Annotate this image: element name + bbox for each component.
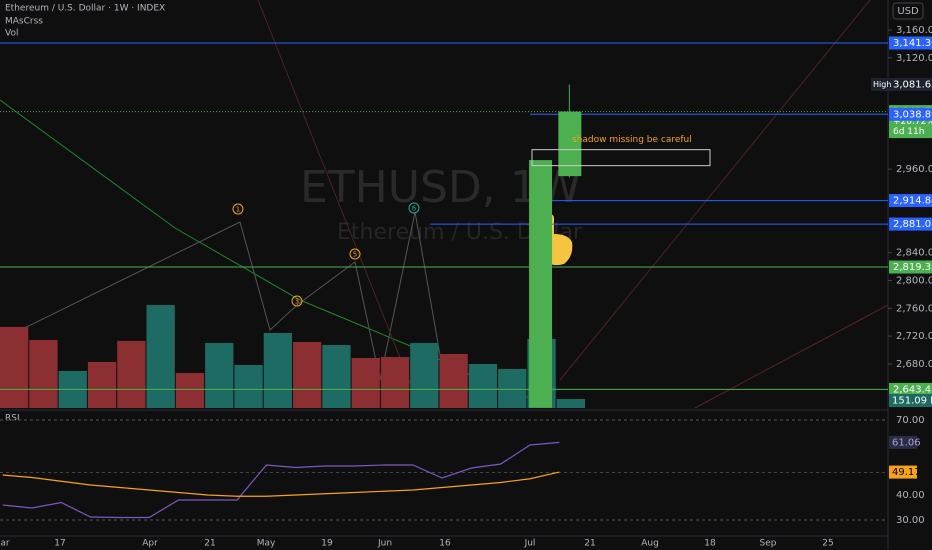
rsi-tick-label: 70.00 xyxy=(896,415,925,426)
volume-tag-label: 151.09 K xyxy=(892,396,932,407)
volume-bar xyxy=(380,356,410,408)
note-text: shadow missing be careful xyxy=(572,135,692,145)
y-tick-label: 2,760.00 xyxy=(896,303,932,314)
volume-bar xyxy=(556,399,585,408)
indicator-label: Vol xyxy=(5,29,18,39)
time-label: 25 xyxy=(822,539,833,549)
time-label: 21 xyxy=(584,539,595,549)
wave-label: 5 xyxy=(353,251,357,259)
symbol-title: Ethereum / U.S. Dollar · 1W · INDEX xyxy=(5,4,165,14)
volume-bar xyxy=(0,326,29,408)
volume-bar xyxy=(234,364,263,408)
price-tag-label: 2,643.45 xyxy=(893,384,932,395)
price-tag-label: 3,141.30 xyxy=(893,38,932,49)
y-tick-label: 2,960.00 xyxy=(896,164,932,175)
y-tick-label: 3,160.00 xyxy=(896,25,932,36)
rsi-tick-label: 40.00 xyxy=(896,490,925,501)
wave-marker xyxy=(408,202,420,214)
rsi-line xyxy=(2,471,560,497)
time-label: 21 xyxy=(204,539,215,549)
y-tick-label: 2,800.00 xyxy=(896,275,932,286)
wave-line xyxy=(0,211,441,381)
time-label: Sep xyxy=(760,539,777,549)
price-tag-label: 3,038.89 xyxy=(893,109,932,120)
rsi-tag-label: 49.17 xyxy=(892,467,921,478)
volume-bar xyxy=(146,304,175,408)
price-tag-label: 2,914.84 xyxy=(893,196,932,207)
price-tag xyxy=(889,260,932,274)
time-label: ar xyxy=(0,539,10,549)
trend-line xyxy=(257,0,421,409)
wave-marker xyxy=(232,203,244,215)
time-label: 18 xyxy=(704,539,716,549)
wave-label: 3 xyxy=(295,298,299,306)
currency-button[interactable] xyxy=(892,2,924,20)
y-tick-label: 2,840.00 xyxy=(896,248,932,259)
rsi-line xyxy=(2,441,560,519)
price-tag xyxy=(889,107,932,121)
time-label: Jun xyxy=(377,539,392,549)
tag-title-bg xyxy=(871,78,889,92)
volume-bar xyxy=(351,357,380,408)
volume-bar xyxy=(175,372,205,408)
volume-bar xyxy=(468,363,498,408)
wave-marker xyxy=(291,295,303,307)
price-tag-detail: 6d 11h xyxy=(893,127,924,137)
volume-bar xyxy=(322,344,351,408)
currency-label[interactable]: USD xyxy=(897,6,919,17)
y-tick-label: 2,720.00 xyxy=(896,331,932,342)
volume-bar xyxy=(117,340,146,408)
indicator-label: MAsCrss xyxy=(5,17,43,27)
rsi-tag-label: 61.06 xyxy=(892,437,921,448)
volume-bar xyxy=(439,353,468,408)
price-tag-label: 2,819.32 xyxy=(893,262,932,273)
rsi-tag xyxy=(889,435,917,449)
volume-bar xyxy=(87,361,117,408)
price-tag xyxy=(889,217,932,231)
time-label: 17 xyxy=(54,539,65,549)
price-tag-label: 3,081.65 xyxy=(893,80,932,91)
wave-label: 1 xyxy=(236,206,240,214)
rsi-label: RSI xyxy=(5,414,20,424)
volume-bar xyxy=(263,332,292,408)
tag-title: High xyxy=(873,80,891,89)
trend-line xyxy=(694,304,889,409)
time-label: Aug xyxy=(641,539,659,549)
price-tag xyxy=(889,194,932,208)
price-tag xyxy=(889,382,932,396)
rsi-tag xyxy=(889,465,917,479)
volume-tag xyxy=(889,394,932,407)
price-tag-label: 2,881.03 xyxy=(893,219,932,230)
wave-marker xyxy=(349,248,361,260)
y-tick-label: 2,680.00 xyxy=(896,359,932,370)
volume-bar xyxy=(29,339,58,408)
time-label: Jul xyxy=(524,539,536,549)
price-tag xyxy=(889,78,932,92)
price-tag-detail: +20.72% xyxy=(893,117,932,127)
candle-body xyxy=(529,160,553,408)
volume-bar xyxy=(498,368,527,408)
wave-label: 6 xyxy=(412,205,417,213)
price-tag xyxy=(889,36,932,50)
time-label: Apr xyxy=(142,539,158,549)
volume-bar xyxy=(205,342,234,408)
y-tick-label: 3,120.00 xyxy=(896,53,932,64)
note-box xyxy=(531,149,711,167)
time-label: 19 xyxy=(321,539,333,549)
rsi-tick-label: 30.00 xyxy=(896,515,925,526)
time-label: 16 xyxy=(439,539,451,549)
trend-line xyxy=(559,0,871,381)
volume-bar xyxy=(410,342,439,408)
time-label: May xyxy=(257,539,276,549)
candle-body xyxy=(558,111,582,177)
volume-bar xyxy=(293,341,322,408)
